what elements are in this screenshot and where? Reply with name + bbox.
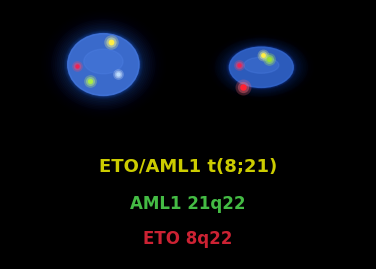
Ellipse shape [227,45,296,89]
Ellipse shape [230,47,293,87]
Point [266,57,272,61]
Ellipse shape [67,33,140,97]
Point [266,57,272,61]
Point [266,57,272,61]
Point [87,79,93,83]
Point [236,62,242,67]
Point [240,85,246,90]
Ellipse shape [229,47,293,87]
Ellipse shape [224,44,298,90]
Ellipse shape [228,46,294,88]
Point [240,85,246,90]
Ellipse shape [66,32,141,97]
Text: AML1 21q22: AML1 21q22 [130,196,246,213]
Ellipse shape [229,47,293,87]
Point [74,64,80,68]
Point [260,53,266,57]
Point [74,64,80,68]
Point [236,62,242,67]
Ellipse shape [68,34,139,95]
Ellipse shape [65,31,142,98]
Text: ETO/AML1 t(8;21): ETO/AML1 t(8;21) [99,158,277,176]
Ellipse shape [228,46,295,89]
Point [260,53,266,57]
Point [87,79,93,83]
Point [115,72,121,76]
Ellipse shape [66,32,141,97]
Point [115,72,121,76]
Point [108,40,114,44]
Text: ETO 8q22: ETO 8q22 [143,231,233,248]
Point [236,62,242,67]
Ellipse shape [68,34,139,95]
Ellipse shape [227,46,295,89]
Ellipse shape [244,57,279,73]
Point [74,64,80,68]
Ellipse shape [67,33,140,96]
Point [108,40,114,44]
Point [87,79,93,83]
Ellipse shape [68,34,138,95]
Point [260,53,266,57]
Ellipse shape [226,45,296,89]
Ellipse shape [229,47,293,87]
Point [108,40,114,44]
Ellipse shape [62,29,144,100]
Point [240,85,246,90]
Ellipse shape [84,49,123,74]
Ellipse shape [68,34,139,95]
Point [115,72,121,76]
Ellipse shape [64,31,143,99]
Ellipse shape [229,47,294,88]
